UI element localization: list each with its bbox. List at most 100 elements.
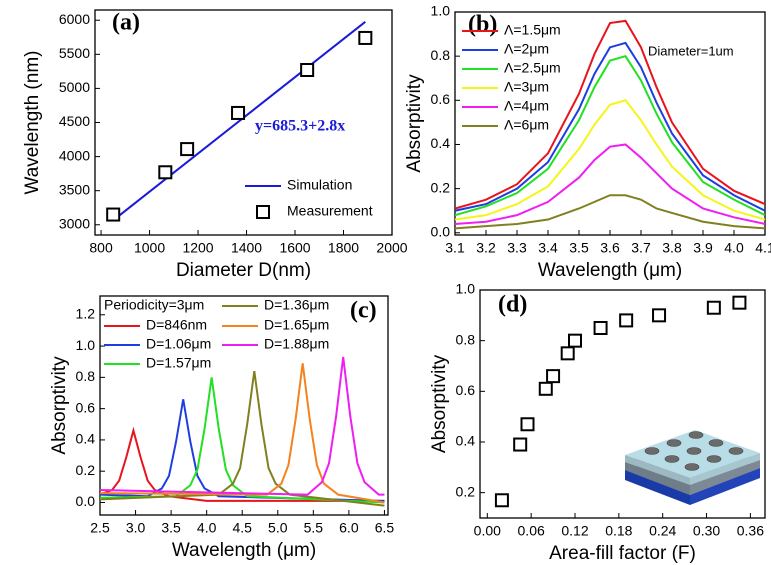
legend-label: Λ=3μm xyxy=(504,79,549,95)
legend-label: Simulation xyxy=(287,177,352,193)
marker xyxy=(652,308,667,323)
y-tick-label: 0.0 xyxy=(431,223,451,239)
annotation: Periodicity=3μm xyxy=(104,297,204,313)
y-tick-label: 6000 xyxy=(59,11,90,27)
marker xyxy=(494,493,509,508)
x-tick-label: 3.0 xyxy=(126,520,146,536)
x-tick-label: 1400 xyxy=(231,240,262,256)
x-axis-label: Diameter D(nm) xyxy=(176,260,311,281)
marker xyxy=(106,207,121,222)
series-line xyxy=(100,370,385,507)
legend-label: D=846nm xyxy=(146,317,207,333)
x-tick-label: 0.06 xyxy=(518,523,545,539)
y-tick-label: 1.0 xyxy=(456,281,476,297)
series-line xyxy=(455,41,765,212)
x-tick-label: 4.0 xyxy=(197,520,217,536)
x-tick-label: 0.12 xyxy=(561,523,588,539)
panel-label: (b) xyxy=(468,12,497,38)
series-line xyxy=(100,426,385,502)
x-tick-label: 1800 xyxy=(328,240,359,256)
y-tick-label: 3000 xyxy=(59,215,90,231)
x-axis-label: Wavelength (μm) xyxy=(538,260,682,281)
panel: 0.00 0.06 0.12 0.18 0.24 0.30 0.36 0.2 0.4 0.6 0.8… xyxy=(429,281,766,564)
y-axis-label: Absorptivity xyxy=(49,356,70,455)
y-tick-label: 5000 xyxy=(59,79,90,95)
marker xyxy=(546,369,561,384)
plot-area xyxy=(455,19,765,230)
annotation: y=685.3+2.8x xyxy=(255,118,345,135)
x-tick-label: 2000 xyxy=(376,240,407,256)
y-tick-label: 4500 xyxy=(59,113,90,129)
marker xyxy=(538,381,553,396)
marker xyxy=(732,295,747,310)
marker xyxy=(358,30,373,45)
marker xyxy=(231,105,246,120)
x-tick-label: 0.00 xyxy=(474,523,501,539)
y-tick-label: 5500 xyxy=(59,45,90,61)
legend-label: D=1.06μm xyxy=(146,336,211,352)
y-tick-label: 0.0 xyxy=(76,493,96,509)
y-tick-label: 0.2 xyxy=(431,179,451,195)
x-tick-label: 4.0 xyxy=(724,240,744,256)
y-tick-label: 1.2 xyxy=(76,305,96,321)
panel: 2.5 3.0 3.5 4.0 4.5 5.0 5.5 6.0 6.5 0.0 0.2 0.4 0.6 0… xyxy=(49,295,395,561)
marker xyxy=(300,63,315,77)
y-tick-label: 0.2 xyxy=(76,462,96,478)
x-tick-label: 0.18 xyxy=(605,523,632,539)
x-tick-label: 6.5 xyxy=(375,520,395,536)
marker xyxy=(520,417,535,432)
x-tick-label: 5.5 xyxy=(304,520,324,536)
marker xyxy=(180,142,195,157)
x-tick-label: 3.6 xyxy=(600,240,620,256)
panel: 800 1000 1200 1400 1600 1800 2000 3000 3500 4000 4… xyxy=(22,9,408,281)
y-tick-label: 0.8 xyxy=(456,331,476,347)
series-line xyxy=(112,21,366,222)
annotation: Diameter=1um xyxy=(648,43,734,58)
series-line xyxy=(100,363,385,504)
y-tick-label: 0.8 xyxy=(76,368,96,384)
legend-swatch xyxy=(256,205,270,219)
x-tick-label: 4.5 xyxy=(232,520,252,536)
y-tick-label: 0.4 xyxy=(76,431,96,447)
plot-area xyxy=(100,356,385,507)
x-tick-label: 3.5 xyxy=(161,520,181,536)
x-tick-label: 0.24 xyxy=(649,523,676,539)
series-line xyxy=(100,356,385,496)
legend-label: Λ=2.5μm xyxy=(504,60,561,76)
plot-frame xyxy=(479,289,766,519)
legend-label: D=1.88μm xyxy=(264,336,329,352)
x-tick-label: 5.0 xyxy=(268,520,288,536)
x-tick-label: 1200 xyxy=(182,240,213,256)
marker xyxy=(593,321,608,335)
y-tick-label: 0.6 xyxy=(431,91,451,107)
x-tick-label: 1600 xyxy=(279,240,310,256)
panel: 3.1 3.2 3.3 3.4 3.5 3.6 3.7 3.8 3.9 4.0 4.1 0.0 0.2 0… xyxy=(404,3,771,281)
series-line xyxy=(100,377,385,504)
marker xyxy=(513,437,528,452)
marker xyxy=(568,333,582,348)
y-tick-label: 0.4 xyxy=(456,433,476,449)
x-tick-label: 1000 xyxy=(134,240,165,256)
plot-area xyxy=(112,21,366,222)
marker xyxy=(560,346,575,361)
x-tick-label: 4.1 xyxy=(755,240,771,256)
y-tick-label: 3500 xyxy=(59,181,90,197)
x-tick-label: 2.5 xyxy=(90,520,110,536)
series-line xyxy=(455,143,765,225)
series-line xyxy=(455,19,765,210)
plot-frame xyxy=(94,9,393,236)
y-tick-label: 0.6 xyxy=(456,382,476,398)
x-tick-label: 3.7 xyxy=(631,240,651,256)
y-axis-label: Wavelength (nm) xyxy=(22,51,43,195)
x-tick-label: 3.3 xyxy=(507,240,527,256)
y-tick-label: 0.2 xyxy=(456,483,476,499)
panel-label: (c) xyxy=(350,298,377,324)
y-tick-label: 1.0 xyxy=(431,3,451,19)
x-tick-label: 0.36 xyxy=(737,523,764,539)
legend-label: Measurement xyxy=(287,203,373,219)
y-axis-label: Absorptivity xyxy=(404,74,425,173)
plot-frame xyxy=(99,295,389,516)
series-line xyxy=(455,99,765,221)
x-tick-label: 0.30 xyxy=(693,523,720,539)
